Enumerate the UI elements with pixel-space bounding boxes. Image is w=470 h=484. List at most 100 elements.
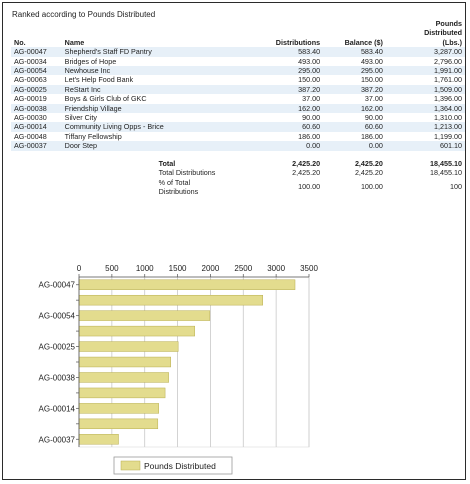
bar-ag-00063 (78, 325, 195, 337)
cell-name: Newhouse Inc (61, 66, 255, 76)
cell-pounds: 1,396.00 (385, 94, 465, 104)
cell-balance: 37.00 (323, 94, 386, 104)
cell-distributions: 90.00 (254, 113, 324, 123)
pounds-chart: 0 500 1000 1500 2000 2500 3000 3500 AG-00047 AG-0… (11, 261, 467, 481)
total-distributions-pounds: 18,455.10 (430, 168, 462, 178)
bar-ag-00048 (78, 418, 159, 430)
x-tick-label: 500 (105, 264, 119, 273)
cell-distributions: 387.20 (254, 84, 324, 95)
bar-ag-00025 (78, 341, 179, 352)
total-row: Total 2,425.20 2,425.20 18,455.10 (11, 159, 465, 168)
total-distributions: 2,425.20 (292, 158, 321, 168)
cell-balance: 150.00 (323, 75, 386, 85)
total-distributions-row: Total Distributions 2,425.20 2,425.20 18… (11, 168, 465, 177)
total-balance: 2,425.20 (354, 158, 383, 168)
cell-name: Door Step (61, 141, 255, 151)
cell-pounds: 1,509.00 (385, 84, 465, 95)
cell-balance: 0.00 (323, 141, 386, 151)
cell-balance: 60.60 (323, 122, 386, 132)
report-frame: Ranked according to Pounds Distributed N… (2, 2, 466, 480)
cell-pounds: 601.10 (385, 141, 465, 151)
cell-name: Silver City (61, 113, 255, 123)
cell-no: AG-00037 (11, 141, 62, 151)
y-tick-label: AG-00025 (39, 343, 76, 352)
col-header-name: Name (64, 37, 85, 47)
col-header-pounds-line2: Distributed (424, 28, 462, 38)
x-tick-label: 3500 (300, 264, 318, 273)
cell-name: Friendship Village (61, 103, 255, 114)
pct-label: % of Total Distributions (62, 178, 255, 197)
cell-name: Bridges of Hope (61, 56, 255, 67)
x-tick-label: 2500 (234, 264, 252, 273)
cell-balance: 162.00 (323, 103, 386, 114)
table-row: AG-00037 Door Step 0.00 0.00 601.10 (11, 141, 465, 151)
cell-distributions: 37.00 (254, 94, 324, 104)
bar-ag-00014 (78, 403, 159, 414)
bar-ag-00034 (78, 294, 263, 306)
total-distributions-balance: 2,425.20 (354, 168, 383, 178)
cell-balance: 493.00 (323, 56, 386, 67)
cell-pounds: 1,991.00 (385, 66, 465, 76)
cell-no: AG-00034 (11, 56, 62, 67)
table-row: AG-00054 Newhouse Inc 295.00 295.00 1,991.00 (11, 66, 465, 76)
cell-balance: 90.00 (323, 113, 386, 123)
col-header-pounds-line3: (Lbs.) (442, 37, 462, 47)
x-tick-label: 3000 (267, 264, 285, 273)
cell-distributions: 295.00 (254, 66, 324, 76)
cell-distributions: 60.60 (254, 122, 324, 132)
cell-no: AG-00054 (11, 66, 62, 76)
y-tick-label: AG-00038 (39, 373, 76, 382)
table-row: AG-00063 Let's Help Food Bank 150.00 150.00… (11, 75, 465, 85)
cell-no: AG-00063 (11, 75, 62, 85)
cell-no: AG-00014 (11, 122, 62, 132)
cell-no: AG-00025 (11, 84, 62, 95)
table-row: AG-00019 Boys & Girls Club of GKC 37.00 37.… (11, 94, 465, 104)
pct-balance: 100.00 (360, 182, 383, 192)
table-header-row: No. Name Distributions Balance ($) Pound… (11, 19, 465, 47)
cell-distributions: 186.00 (254, 131, 324, 142)
cell-name: Community Living Opps - Brice (61, 122, 255, 132)
col-header-distributions: Distributions (275, 37, 321, 47)
x-tick-label: 1000 (136, 264, 154, 273)
bar-ag-00054 (78, 310, 211, 321)
cell-no: AG-00047 (11, 47, 62, 57)
col-header-pounds-line1: Pounds (435, 19, 462, 28)
distribution-table: No. Name Distributions Balance ($) Pound… (11, 19, 465, 196)
cell-distributions: 162.00 (254, 103, 324, 114)
col-header-no: No. (14, 37, 26, 47)
col-header-pounds: Pounds Distributed (Lbs.) (386, 19, 465, 47)
cell-distributions: 583.40 (254, 47, 324, 57)
legend-label: Pounds Distributed (144, 461, 216, 471)
cell-pounds: 2,796.00 (385, 56, 465, 67)
cell-distributions: 150.00 (254, 75, 324, 85)
table-row: AG-00014 Community Living Opps - Brice 60.… (11, 122, 465, 132)
total-distributions-distributions: 2,425.20 (292, 168, 321, 178)
col-header-balance: Balance ($) (344, 37, 383, 47)
x-tick-label: 1500 (169, 264, 187, 273)
spacer-row (11, 151, 465, 159)
bar-ag-00038 (78, 372, 169, 383)
cell-no: AG-00030 (11, 113, 62, 123)
cell-balance: 295.00 (323, 66, 386, 76)
y-tick-label: AG-00037 (39, 435, 76, 444)
bar-ag-00019 (78, 356, 171, 368)
table-row: AG-00034 Bridges of Hope 493.00 493.00 2,796… (11, 56, 465, 67)
cell-balance: 583.40 (323, 47, 386, 57)
report-caption: Ranked according to Pounds Distributed (12, 10, 156, 19)
cell-pounds: 1,213.00 (385, 122, 465, 132)
cell-name: Let's Help Food Bank (61, 75, 255, 85)
cell-distributions: 0.00 (254, 141, 324, 151)
total-distributions-label: Total Distributions (158, 168, 216, 178)
x-tick-label: 0 (77, 264, 82, 273)
cell-name: Tiffany Fellowship (61, 131, 255, 142)
table-row: AG-00048 Tiffany Fellowship 186.00 186.00 1,… (11, 131, 465, 142)
table-row: AG-00030 Silver City 90.00 90.00 1,310.00 (11, 113, 465, 123)
cell-name: Boys & Girls Club of GKC (61, 94, 255, 104)
cell-pounds: 3,287.00 (385, 47, 465, 57)
pct-label-line2: Distributions (158, 186, 199, 196)
table-row: AG-00025 ReStart Inc 387.20 387.20 1,509.00 (11, 84, 465, 95)
legend-swatch (120, 460, 141, 471)
bar-ag-00037 (78, 434, 119, 445)
y-tick-label: AG-00054 (39, 312, 76, 321)
bar-ag-00030 (78, 387, 166, 399)
